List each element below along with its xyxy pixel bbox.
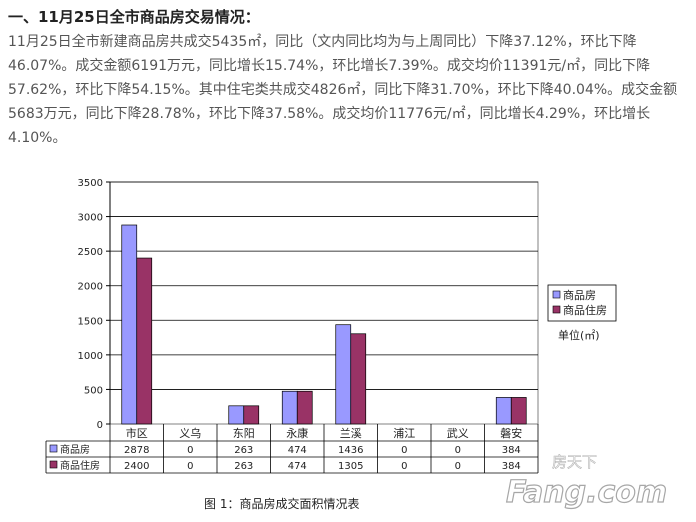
figure-caption: 图 1：商品房成交面积情况表: [204, 496, 359, 511]
bar: [121, 224, 138, 425]
table-cell-value: 1436: [338, 445, 363, 456]
summary-paragraph: 11月25日全市新建商品房共成交5435㎡，同比（文内同比均为与上周同比）下降3…: [8, 34, 678, 146]
bar: [136, 257, 153, 425]
legend-swatch: [552, 305, 561, 314]
x-category-label: 东阳: [233, 427, 255, 440]
bar: [296, 390, 313, 425]
legend-swatch: [552, 290, 561, 299]
table-series-swatch: [49, 460, 58, 469]
legend-label: 商品房: [563, 288, 596, 302]
x-category-label: 义乌: [179, 426, 201, 440]
chart-gridlines: [109, 181, 539, 425]
table-cell-value: 1305: [338, 461, 363, 472]
watermark-site: 房天下: [552, 453, 597, 471]
bar: [281, 390, 298, 425]
legend-label: 商品住房: [563, 303, 607, 317]
y-tick-label: 1500: [78, 316, 103, 327]
y-tick-label: 2000: [78, 282, 103, 293]
table-cell-value: 0: [455, 445, 461, 456]
table-cell-value: 263: [234, 445, 253, 456]
bar: [350, 333, 367, 425]
bar: [495, 397, 512, 425]
plot-frame: [109, 181, 539, 425]
x-category-label: 武义: [447, 427, 469, 440]
table-cell-value: 0: [455, 461, 461, 472]
y-tick-label: 1000: [78, 351, 103, 362]
table-cell-value: 2400: [124, 461, 149, 472]
table-cell-value: 474: [288, 461, 307, 472]
y-tick-label: 0: [97, 420, 103, 431]
unit-label: 单位(㎡): [558, 328, 600, 342]
table-cell-value: 0: [401, 445, 407, 456]
bar: [510, 397, 527, 425]
y-tick-label: 3500: [78, 178, 103, 189]
table-series-swatch: [49, 444, 58, 453]
y-tick-label: 500: [84, 385, 103, 396]
table-cell-value: 0: [401, 461, 407, 472]
y-tick-label: 2500: [78, 247, 103, 258]
table-cell-value: 384: [502, 445, 521, 456]
table-cell-value: 0: [187, 445, 193, 456]
x-category-label: 浦江: [393, 427, 415, 440]
x-category-label: 永康: [286, 426, 308, 440]
table-cell-value: 263: [234, 461, 253, 472]
table-cell-value: 474: [288, 445, 307, 456]
table-cell-value: 2878: [124, 445, 149, 456]
bar: [228, 405, 245, 425]
table-cell-value: 0: [187, 461, 193, 472]
table-cell-value: 384: [502, 461, 521, 472]
y-axis: 0 500 1000 1500 2000 2500 3000 3500: [78, 178, 111, 431]
bar-series: [121, 224, 527, 425]
section-heading: 一、11月25日全市商品房交易情况：: [8, 8, 260, 26]
watermark-logo-text: Fang.com: [506, 475, 667, 510]
y-tick-label: 3000: [78, 213, 103, 224]
table-series-name: 商品房: [60, 443, 90, 456]
x-category-label: 市区: [126, 426, 148, 440]
bar: [335, 324, 352, 425]
x-category-label: 兰溪: [340, 427, 362, 440]
table-series-name: 商品住房: [60, 459, 100, 472]
x-category-label: 磐安: [500, 426, 522, 440]
watermark-logo: 房天下 Fang.com: [505, 453, 667, 511]
bar: [243, 405, 260, 425]
